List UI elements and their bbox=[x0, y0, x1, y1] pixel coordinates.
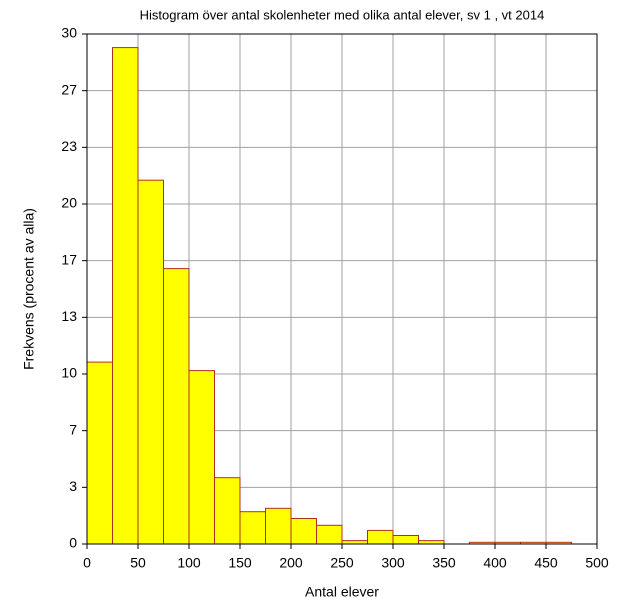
y-tick-label: 23 bbox=[61, 138, 77, 154]
x-tick-label: 100 bbox=[177, 555, 201, 571]
y-tick-label: 17 bbox=[61, 251, 77, 267]
y-tick-label: 27 bbox=[61, 81, 77, 97]
y-tick-label: 30 bbox=[61, 25, 77, 41]
plot-frame bbox=[86, 33, 598, 545]
x-tick-label: 350 bbox=[432, 555, 456, 571]
x-axis-label: Antal elever bbox=[305, 584, 379, 600]
y-tick-label: 10 bbox=[61, 365, 77, 381]
bar bbox=[392, 535, 419, 545]
bar bbox=[239, 511, 266, 545]
x-tick-label: 200 bbox=[279, 555, 303, 571]
bar bbox=[367, 529, 394, 545]
y-tick-label: 7 bbox=[69, 421, 77, 437]
x-tick-label: 450 bbox=[534, 555, 558, 571]
y-tick-label: 13 bbox=[61, 308, 77, 324]
bar bbox=[188, 370, 215, 545]
bar bbox=[86, 361, 113, 545]
bar bbox=[418, 540, 445, 545]
x-tick-label: 50 bbox=[130, 555, 146, 571]
bar bbox=[214, 477, 241, 545]
bar bbox=[341, 540, 368, 545]
y-tick-label: 0 bbox=[69, 535, 77, 551]
y-axis-label: Frekvens (procent av alla) bbox=[21, 208, 37, 370]
x-tick-label: 300 bbox=[381, 555, 405, 571]
x-tick-label: 400 bbox=[483, 555, 507, 571]
chart-title: Histogram över antal skolenheter med oli… bbox=[140, 7, 545, 22]
bar bbox=[163, 268, 190, 545]
bar bbox=[112, 47, 139, 545]
y-tick-label: 3 bbox=[69, 478, 77, 494]
y-tick-label: 20 bbox=[61, 195, 77, 211]
bar bbox=[316, 524, 343, 545]
x-tick-label: 500 bbox=[585, 555, 609, 571]
x-tick-label: 150 bbox=[228, 555, 252, 571]
x-tick-label: 0 bbox=[83, 555, 91, 571]
bar bbox=[265, 507, 292, 545]
x-tick-label: 250 bbox=[330, 555, 354, 571]
bar bbox=[290, 518, 317, 545]
bar bbox=[137, 179, 164, 545]
